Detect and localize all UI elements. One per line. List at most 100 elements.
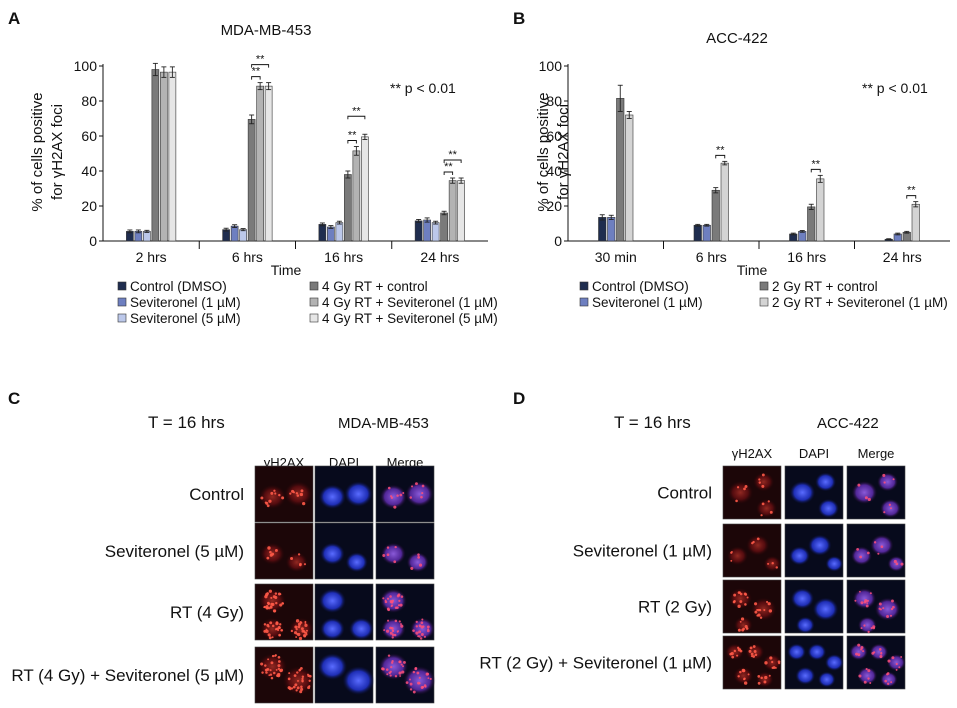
focus xyxy=(275,621,279,626)
nucleus-merge xyxy=(405,481,434,507)
legend-label: 2 Gy RT + control xyxy=(772,279,878,294)
legend-swatch xyxy=(759,297,769,307)
significance-bracket xyxy=(443,171,454,175)
panel-letter-d: D xyxy=(513,389,525,408)
focus xyxy=(890,681,893,684)
focus xyxy=(761,484,765,488)
bar xyxy=(598,217,607,242)
focus xyxy=(266,556,270,560)
focus xyxy=(857,483,861,487)
focus xyxy=(768,674,771,677)
focus xyxy=(386,553,390,557)
focus xyxy=(873,541,877,544)
y-tick-label: 0 xyxy=(554,233,562,249)
significance-stars: ** xyxy=(348,130,357,142)
focus xyxy=(772,666,776,669)
focus xyxy=(290,687,294,690)
focus xyxy=(733,649,737,653)
y-tick-label: 80 xyxy=(546,93,562,109)
focus xyxy=(761,502,765,506)
focus xyxy=(294,683,298,687)
nucleus xyxy=(787,643,806,661)
significance-note-b: ** p < 0.01 xyxy=(862,80,928,96)
focus xyxy=(391,636,394,639)
focus xyxy=(300,667,303,670)
nucleus xyxy=(789,546,810,566)
focus xyxy=(860,627,863,630)
nucleus-signal xyxy=(756,498,777,518)
nucleus xyxy=(825,555,844,572)
focus xyxy=(272,595,276,599)
focus xyxy=(886,682,890,686)
bar xyxy=(711,189,720,242)
significance-stars: ** xyxy=(716,144,725,156)
nucleus-merge xyxy=(857,616,877,634)
focus xyxy=(274,548,278,552)
focus xyxy=(858,674,862,678)
focus xyxy=(295,628,298,631)
focus xyxy=(895,668,898,671)
focus xyxy=(744,485,748,488)
focus xyxy=(771,660,774,664)
focus xyxy=(263,623,267,626)
focus xyxy=(410,485,414,488)
bar xyxy=(168,71,177,242)
nucleus-merge xyxy=(870,534,894,556)
focus xyxy=(857,643,861,647)
focus xyxy=(398,620,401,623)
focus xyxy=(409,682,413,686)
focus xyxy=(393,505,397,509)
focus xyxy=(382,554,386,557)
focus xyxy=(891,656,895,660)
y-axis-label-line1: % of cells positive xyxy=(29,92,46,211)
nucleus-signal xyxy=(284,481,313,507)
focus xyxy=(290,629,294,633)
merge-image xyxy=(846,579,906,634)
focus xyxy=(393,560,397,564)
y-tick-label: 40 xyxy=(81,163,97,179)
nucleus-merge xyxy=(877,472,899,492)
focus xyxy=(769,656,773,660)
x-tick-label: 16 hrs xyxy=(324,249,363,265)
nucleus xyxy=(349,617,374,640)
focus xyxy=(397,604,401,607)
focus xyxy=(287,677,291,681)
focus xyxy=(300,687,304,691)
focus xyxy=(735,499,738,503)
focus xyxy=(405,681,409,684)
focus xyxy=(756,614,759,617)
focus xyxy=(858,590,861,593)
y-axis-label-line1: % of cells positive xyxy=(535,92,552,211)
focus xyxy=(296,686,300,690)
focus xyxy=(760,514,763,517)
y-tick-label: 60 xyxy=(81,128,97,144)
focus xyxy=(900,562,904,566)
focus xyxy=(265,501,269,505)
nucleus-signal xyxy=(727,480,754,505)
focus xyxy=(421,618,424,621)
focus xyxy=(300,627,304,631)
focus xyxy=(398,660,402,664)
focus xyxy=(290,557,294,561)
focus xyxy=(304,621,307,624)
y-tick-label: 0 xyxy=(89,233,97,249)
nucleus xyxy=(812,597,839,621)
focus xyxy=(855,652,859,656)
focus xyxy=(409,688,413,691)
significance-stars: ** xyxy=(252,66,261,78)
focus xyxy=(427,628,430,631)
focus xyxy=(869,592,872,595)
focus xyxy=(771,562,774,565)
focus xyxy=(882,607,885,610)
x-tick-label: 6 hrs xyxy=(696,249,727,265)
focus xyxy=(749,646,753,650)
focus xyxy=(893,559,897,563)
condition-label: RT (4 Gy) xyxy=(170,603,244,622)
y-tick-label: 20 xyxy=(546,198,562,214)
bar xyxy=(327,226,335,242)
significance-stars: ** xyxy=(907,185,916,197)
focus xyxy=(271,552,275,556)
focus xyxy=(303,634,307,638)
focus xyxy=(888,503,892,506)
